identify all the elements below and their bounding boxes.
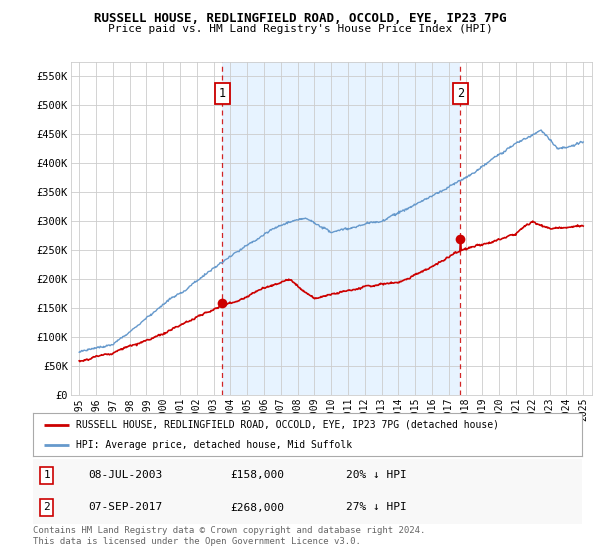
Text: HPI: Average price, detached house, Mid Suffolk: HPI: Average price, detached house, Mid … bbox=[76, 440, 352, 450]
Text: 2: 2 bbox=[43, 502, 50, 512]
Text: £268,000: £268,000 bbox=[230, 502, 284, 512]
Text: 07-SEP-2017: 07-SEP-2017 bbox=[88, 502, 162, 512]
Bar bbox=[223, 62, 460, 395]
Text: RUSSELL HOUSE, REDLINGFIELD ROAD, OCCOLD, EYE, IP23 7PG (detached house): RUSSELL HOUSE, REDLINGFIELD ROAD, OCCOLD… bbox=[76, 419, 499, 430]
Text: £158,000: £158,000 bbox=[230, 470, 284, 480]
Text: 1: 1 bbox=[43, 470, 50, 480]
Text: 1: 1 bbox=[219, 87, 226, 100]
Text: 2: 2 bbox=[457, 87, 464, 100]
Text: Contains HM Land Registry data © Crown copyright and database right 2024.
This d: Contains HM Land Registry data © Crown c… bbox=[33, 526, 425, 546]
Text: RUSSELL HOUSE, REDLINGFIELD ROAD, OCCOLD, EYE, IP23 7PG: RUSSELL HOUSE, REDLINGFIELD ROAD, OCCOLD… bbox=[94, 12, 506, 25]
Text: Price paid vs. HM Land Registry's House Price Index (HPI): Price paid vs. HM Land Registry's House … bbox=[107, 24, 493, 34]
Text: 27% ↓ HPI: 27% ↓ HPI bbox=[346, 502, 407, 512]
Text: 20% ↓ HPI: 20% ↓ HPI bbox=[346, 470, 407, 480]
Text: 08-JUL-2003: 08-JUL-2003 bbox=[88, 470, 162, 480]
